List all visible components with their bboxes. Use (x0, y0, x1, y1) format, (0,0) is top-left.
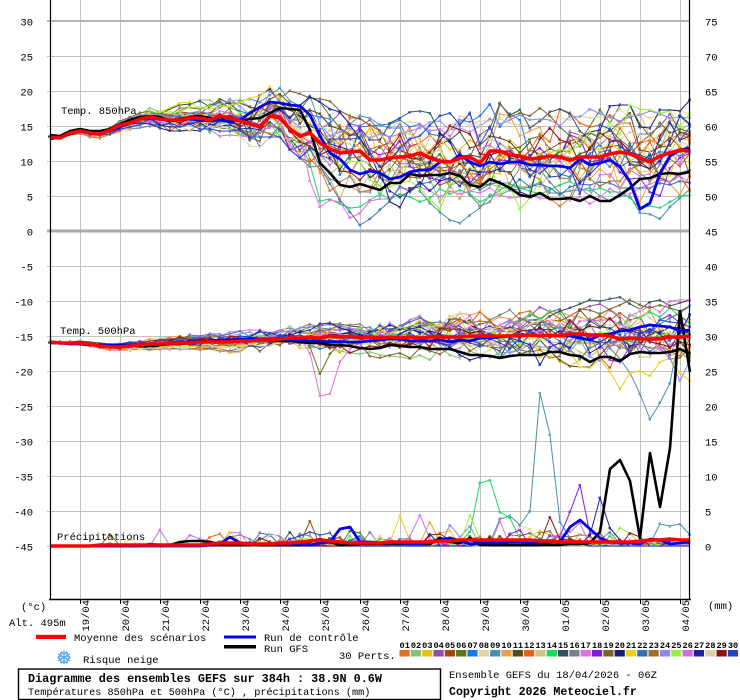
svg-text:26: 26 (683, 641, 693, 651)
svg-text:-40: -40 (14, 508, 33, 520)
svg-text:20/04: 20/04 (121, 600, 133, 632)
svg-text:Diagramme des ensembles GEFS s: Diagramme des ensembles GEFS sur 384h : … (28, 672, 383, 686)
svg-text:Temp. 500hPa: Temp. 500hPa (60, 326, 136, 338)
svg-text:0: 0 (705, 543, 711, 555)
svg-text:01: 01 (400, 641, 410, 651)
svg-text:Alt. 495m: Alt. 495m (9, 618, 66, 630)
svg-text:50: 50 (705, 193, 718, 205)
svg-text:12: 12 (524, 641, 534, 651)
svg-text:11: 11 (513, 641, 523, 651)
svg-text:01/05: 01/05 (561, 600, 573, 632)
svg-text:-10: -10 (14, 298, 33, 310)
svg-text:Ensemble GEFS du 18/04/2026 -: Ensemble GEFS du 18/04/2026 - 06Z (449, 670, 657, 682)
svg-text:5: 5 (27, 193, 33, 205)
svg-text:18: 18 (592, 641, 602, 651)
svg-text:21/04: 21/04 (161, 600, 173, 632)
svg-text:22: 22 (637, 641, 647, 651)
svg-text:15: 15 (20, 123, 33, 135)
svg-text:-30: -30 (14, 438, 33, 450)
svg-text:02/05: 02/05 (601, 600, 613, 632)
svg-text:25: 25 (671, 641, 681, 651)
svg-text:14: 14 (547, 641, 557, 651)
svg-text:30: 30 (728, 641, 738, 651)
svg-text:25: 25 (20, 53, 33, 65)
svg-text:-35: -35 (14, 473, 33, 485)
svg-text:23: 23 (649, 641, 659, 651)
svg-text:23/04: 23/04 (241, 600, 253, 632)
svg-text:25/04: 25/04 (321, 600, 333, 632)
svg-text:06: 06 (456, 641, 466, 651)
svg-text:29/04: 29/04 (481, 600, 493, 632)
svg-text:20: 20 (20, 88, 33, 100)
svg-text:03: 03 (422, 641, 432, 651)
svg-text:07: 07 (467, 641, 477, 651)
svg-text:75: 75 (705, 18, 718, 30)
svg-text:30/04: 30/04 (521, 600, 533, 632)
svg-text:10: 10 (501, 641, 511, 651)
svg-text:24/04: 24/04 (281, 600, 293, 632)
svg-text:17: 17 (581, 641, 591, 651)
svg-text:27/04: 27/04 (401, 600, 413, 632)
svg-text:Risque neige: Risque neige (83, 655, 159, 667)
svg-text:20: 20 (705, 403, 718, 415)
svg-text:65: 65 (705, 88, 718, 100)
svg-text:(°c): (°c) (21, 602, 46, 614)
svg-text:Copyright 2026 Meteociel.fr: Copyright 2026 Meteociel.fr (449, 686, 637, 699)
svg-text:Temp. 850hPa: Temp. 850hPa (61, 106, 137, 118)
svg-text:10: 10 (20, 158, 33, 170)
svg-text:15: 15 (558, 641, 568, 651)
svg-text:21: 21 (626, 641, 636, 651)
svg-text:30: 30 (705, 333, 718, 345)
svg-text:-25: -25 (14, 403, 33, 415)
svg-text:Températures 850hPa et 500hPa: Températures 850hPa et 500hPa (°C) , pré… (28, 687, 370, 699)
svg-text:04: 04 (433, 641, 443, 651)
svg-text:16: 16 (569, 641, 579, 651)
svg-text:30: 30 (20, 18, 33, 30)
svg-text:Moyenne des scénarios: Moyenne des scénarios (74, 633, 206, 645)
svg-text:20: 20 (615, 641, 625, 651)
svg-text:5: 5 (705, 508, 711, 520)
svg-text:08: 08 (479, 641, 489, 651)
svg-text:27: 27 (694, 641, 704, 651)
svg-text:19/04: 19/04 (81, 600, 93, 632)
svg-text:Précipitations: Précipitations (57, 532, 145, 544)
svg-text:55: 55 (705, 158, 718, 170)
svg-text:28: 28 (705, 641, 715, 651)
svg-text:02: 02 (411, 641, 421, 651)
svg-text:22/04: 22/04 (201, 600, 213, 632)
svg-text:Run GFS: Run GFS (264, 644, 308, 656)
svg-text:29: 29 (716, 641, 726, 651)
svg-text:26/04: 26/04 (361, 600, 373, 632)
svg-text:09: 09 (490, 641, 500, 651)
svg-text:60: 60 (705, 123, 718, 135)
svg-text:13: 13 (535, 641, 545, 651)
svg-text:24: 24 (660, 641, 670, 651)
svg-text:10: 10 (705, 473, 718, 485)
svg-text:05: 05 (445, 641, 455, 651)
svg-text:28/04: 28/04 (441, 600, 453, 632)
svg-text:-20: -20 (14, 368, 33, 380)
svg-text:35: 35 (705, 298, 718, 310)
svg-text:70: 70 (705, 53, 718, 65)
svg-text:19: 19 (603, 641, 613, 651)
svg-text:04/05: 04/05 (681, 600, 693, 632)
svg-text:-5: -5 (20, 263, 33, 275)
svg-text:15: 15 (705, 438, 718, 450)
svg-text:40: 40 (705, 263, 718, 275)
svg-text:30 Perts.: 30 Perts. (339, 651, 396, 663)
svg-text:-15: -15 (14, 333, 33, 345)
svg-text:45: 45 (705, 228, 718, 240)
svg-text:25: 25 (705, 368, 718, 380)
svg-text:(mm): (mm) (708, 601, 733, 613)
svg-text:03/05: 03/05 (641, 600, 653, 632)
svg-text:-45: -45 (14, 543, 33, 555)
svg-text:Run de contrôle: Run de contrôle (264, 633, 359, 645)
svg-text:0: 0 (27, 228, 33, 240)
